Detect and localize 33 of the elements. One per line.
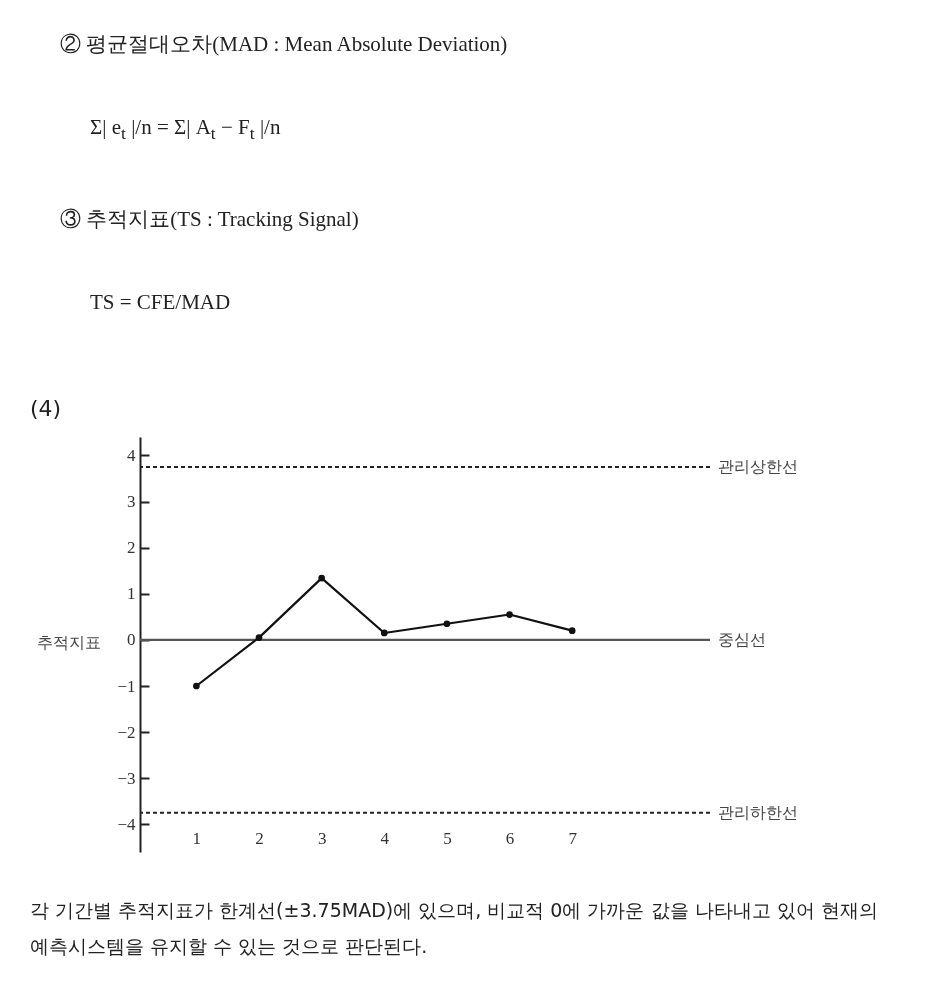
ref-line-label: 중심선: [718, 630, 766, 648]
x-tick-label: 6: [505, 828, 515, 848]
text: ③ 추적지표(TS : Tracking Signal): [60, 206, 359, 233]
x-tick-label: 3: [317, 828, 327, 848]
point: [506, 611, 513, 618]
ref-line-label: 관리상한선: [718, 457, 798, 475]
y-tick-label: 3: [127, 492, 136, 512]
point: [443, 620, 451, 628]
point: [568, 627, 576, 635]
x-tick-label: 1: [192, 828, 202, 848]
y-tick-label: 1: [127, 584, 136, 604]
ref-line-label: 관리하한선: [718, 803, 798, 821]
point: [193, 682, 200, 690]
y-tick-label: 4: [127, 445, 136, 465]
point: [255, 634, 263, 641]
y-tick-label: −2: [117, 722, 136, 742]
text: TS = CFE/MAD: [90, 290, 231, 315]
x-tick-label: 5: [443, 828, 452, 848]
y-tick-label: 2: [127, 538, 136, 558]
x-tick-label: 4: [380, 828, 390, 848]
text: Σ| e$_{t}$ |/n = Σ| A$_{t}$ − F$_{t}$ |/n: [90, 115, 281, 145]
point: [380, 629, 388, 637]
y-tick-label: −1: [117, 676, 136, 696]
y-axis-title: 추적지표: [36, 634, 101, 651]
x-tick-label: 7: [568, 828, 578, 848]
point: [318, 574, 325, 582]
text: 각 기간별 추적지표가 한계선(±3.75MAD)에 있으며, 비교적 0에 가까운 값을 나타내고 있어 현재의 예측시스템을 유지할 수 있는 것으로 판단된다.: [30, 898, 879, 959]
y-tick-label: −4: [117, 814, 136, 834]
y-tick-label: 0: [127, 630, 136, 650]
chart-title: (4): [30, 396, 62, 421]
x-tick-label: 2: [255, 828, 264, 848]
y-tick-label: −3: [117, 768, 136, 788]
text: ② 평균절대오차(MAD : Mean Absolute Deviation): [60, 31, 508, 58]
